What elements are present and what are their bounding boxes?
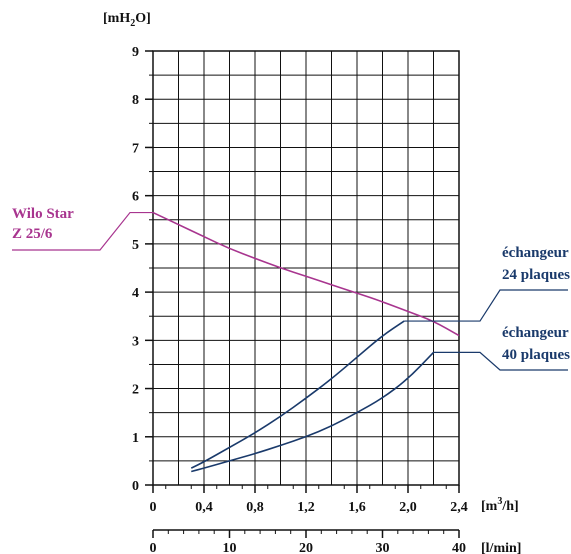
y-tick-label: 9	[132, 45, 139, 60]
x2-axis-unit: [l/min]	[481, 541, 521, 554]
y-tick-label: 6	[132, 190, 139, 205]
series-line	[191, 351, 435, 473]
series-labels: Wilo Star Z 25/6 échangeur 24 plaques échang…	[12, 206, 570, 371]
x2-tick-label: 0	[150, 541, 157, 554]
series-leader-line	[12, 211, 153, 251]
x2-tick-label: 20	[299, 541, 313, 554]
y-axis-ticks: 0 1 2 3 4 5 6 7 8 9	[132, 45, 153, 494]
x-tick-label: 2,0	[399, 500, 417, 515]
y-tick-label: 8	[132, 93, 139, 108]
series-label: échangeur	[502, 325, 569, 341]
x-tick-label: 2,4	[450, 500, 468, 515]
series-line	[190, 320, 405, 469]
x-tick-label: 1,2	[297, 500, 315, 515]
x-tick-label: 0,8	[246, 500, 264, 515]
x-tick-label: 1,6	[348, 500, 366, 515]
y-tick-label: 3	[132, 334, 139, 349]
y-axis-unit: [mH2O]	[103, 11, 151, 29]
x-axis-ticks: 0 0,4 0,8 1,2 1,6 2,0 2,4	[150, 485, 468, 515]
x-axis-unit: [m3/h]	[481, 496, 519, 514]
y-tick-label: 7	[132, 141, 139, 156]
x-tick-label: 0	[150, 500, 157, 515]
y-tick-label: 1	[132, 431, 139, 446]
series-line	[152, 211, 460, 337]
series-label: 24 plaques	[502, 267, 570, 283]
series-label: 40 plaques	[502, 347, 570, 363]
x2-tick-label: 10	[223, 541, 237, 554]
series-leader-line	[433, 351, 568, 371]
series-label: Z 25/6	[12, 226, 53, 242]
series-leader-line	[404, 289, 568, 322]
y-tick-label: 5	[132, 238, 139, 253]
x2-tick-label: 40	[452, 541, 466, 554]
series-layer	[152, 211, 460, 473]
secondary-x-axis: 0 10 20 30 40	[150, 529, 466, 554]
x-tick-label: 0,4	[195, 500, 213, 515]
y-tick-label: 2	[132, 383, 139, 398]
series-label: échangeur	[502, 245, 569, 261]
x2-tick-label: 30	[376, 541, 390, 554]
chart-grid	[153, 51, 459, 485]
y-tick-label: 4	[132, 286, 139, 301]
series-label: Wilo Star	[12, 206, 74, 222]
y-tick-label: 0	[132, 479, 139, 494]
